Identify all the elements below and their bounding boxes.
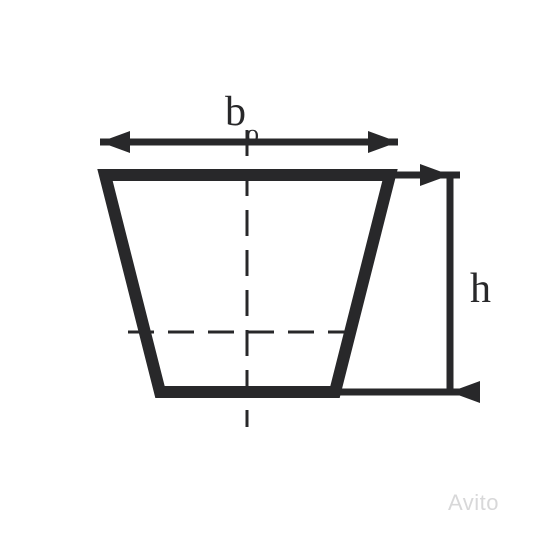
dimension-width-label-main: b bbox=[225, 89, 246, 135]
watermark-text: Avito bbox=[448, 490, 499, 516]
belt-trapezoid bbox=[105, 175, 390, 392]
diagram-canvas: bo h Avito bbox=[0, 0, 540, 540]
dimension-width-label-sub: o bbox=[246, 119, 259, 148]
dimension-height-label: h bbox=[470, 265, 491, 313]
belt-cross-section-svg bbox=[0, 0, 540, 540]
dimension-width-label: bo bbox=[225, 88, 259, 141]
